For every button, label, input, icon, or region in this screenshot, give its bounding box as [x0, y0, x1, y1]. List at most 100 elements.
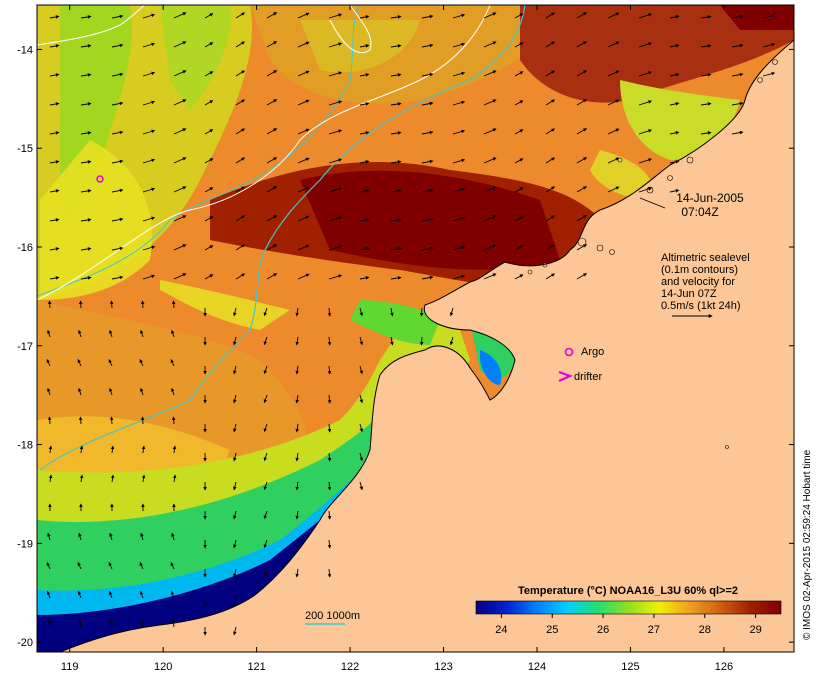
velocity-arrow — [328, 274, 343, 280]
velocity-arrow — [297, 244, 310, 251]
velocity-arrow — [109, 416, 114, 425]
lon-tick-label: 122 — [341, 661, 359, 673]
velocity-arrow — [297, 99, 310, 106]
velocity-arrow — [47, 300, 52, 309]
velocity-arrow — [731, 43, 744, 48]
velocity-arrow — [173, 128, 187, 135]
velocity-arrow — [263, 336, 268, 346]
velocity-arrow — [140, 619, 145, 628]
velocity-arrow — [295, 510, 299, 520]
velocity-arrow — [607, 99, 620, 106]
velocity-arrow — [700, 73, 712, 77]
velocity-arrow — [514, 216, 524, 222]
velocity-arrow — [576, 70, 588, 77]
velocity-arrow — [669, 44, 680, 48]
velocity-arrow — [359, 452, 364, 462]
depth-contour-line — [39, 5, 526, 471]
velocity-arrow — [359, 218, 370, 222]
velocity-arrow — [266, 215, 278, 222]
velocity-arrow — [111, 246, 124, 251]
velocity-arrow — [171, 532, 175, 541]
velocity-arrow — [669, 160, 680, 164]
velocity-arrow — [359, 247, 370, 251]
map-plot-area — [37, 5, 794, 652]
velocity-arrow — [204, 129, 214, 135]
velocity-arrow — [390, 73, 402, 77]
velocity-arrow — [204, 187, 214, 193]
velocity-arrow — [421, 217, 434, 222]
velocity-arrow — [266, 128, 278, 135]
lat-tick-label: -18 — [17, 440, 33, 452]
velocity-arrow — [111, 101, 124, 106]
velocity-arrow — [235, 128, 246, 135]
velocity-arrow — [171, 329, 175, 338]
date-label: 14-Jun-2005 — [676, 191, 744, 205]
velocity-arrow — [233, 452, 237, 462]
velocity-arrow — [204, 158, 214, 164]
velocity-arrow — [421, 275, 434, 280]
velocity-arrow — [421, 188, 434, 193]
velocity-arrow — [731, 101, 744, 106]
map-frame — [36, 4, 795, 653]
velocity-arrow — [449, 307, 454, 317]
colorbar-tick-label: 27 — [648, 624, 660, 636]
velocity-arrow — [731, 72, 744, 77]
velocity-arrow — [111, 188, 124, 193]
velocity-arrow — [390, 102, 402, 106]
velocity-arrow — [142, 187, 156, 193]
velocity-arrow — [263, 481, 268, 491]
velocity-arrow — [359, 481, 364, 491]
velocity-arrow — [419, 336, 424, 346]
velocity-arrow — [111, 130, 124, 135]
velocity-arrow — [173, 215, 187, 222]
velocity-arrow — [173, 70, 187, 77]
velocity-arrow — [266, 244, 278, 251]
velocity-arrow — [80, 102, 92, 106]
depth-contour-line-2 — [37, 5, 361, 297]
velocity-arrow — [78, 329, 82, 338]
velocity-arrow — [638, 71, 652, 77]
velocity-arrow — [109, 532, 113, 541]
velocity-arrow — [483, 99, 497, 106]
velocity-arrow — [49, 247, 60, 251]
velocity-arrow — [49, 218, 60, 222]
velocity-arrow — [545, 70, 556, 77]
velocity-arrow — [110, 445, 115, 454]
velocity-arrow — [295, 452, 299, 462]
velocity-arrow — [359, 307, 364, 317]
velocity-arrow — [233, 394, 237, 404]
velocity-arrow — [607, 12, 620, 19]
velocity-arrow — [263, 423, 268, 433]
velocity-arrow — [235, 244, 246, 251]
argo-legend-marker — [564, 347, 574, 357]
velocity-arrow — [669, 189, 680, 193]
velocity-arrow — [731, 130, 744, 135]
velocity-arrow — [78, 416, 83, 425]
velocity-arrow — [171, 416, 176, 425]
velocity-arrow — [359, 102, 370, 106]
velocity-arrow — [483, 157, 497, 164]
velocity-arrow — [514, 187, 524, 193]
velocity-arrow — [545, 273, 556, 280]
velocity-arrow — [576, 186, 588, 193]
velocity-arrow — [359, 365, 364, 375]
velocity-arrow — [359, 336, 364, 346]
velocity-arrow — [266, 157, 278, 164]
velocity-arrow — [263, 452, 268, 462]
velocity-arrow — [669, 102, 680, 106]
sealevel-contour-3 — [329, 5, 372, 54]
velocity-arrow — [483, 12, 497, 19]
velocity-arrow — [669, 15, 680, 19]
velocity-arrow — [111, 275, 124, 280]
velocity-arrow — [142, 245, 156, 251]
velocity-arrow — [139, 590, 144, 599]
lon-tick-label: 120 — [154, 661, 172, 673]
velocity-arrow — [421, 246, 434, 251]
lat-tick-label: -15 — [17, 143, 33, 155]
velocity-arrow — [111, 217, 124, 222]
coastline — [59, 39, 794, 652]
velocity-arrow — [204, 71, 214, 77]
date-pointer-line — [639, 197, 666, 209]
velocity-arrow — [731, 14, 744, 19]
velocity-arrow — [297, 128, 310, 135]
